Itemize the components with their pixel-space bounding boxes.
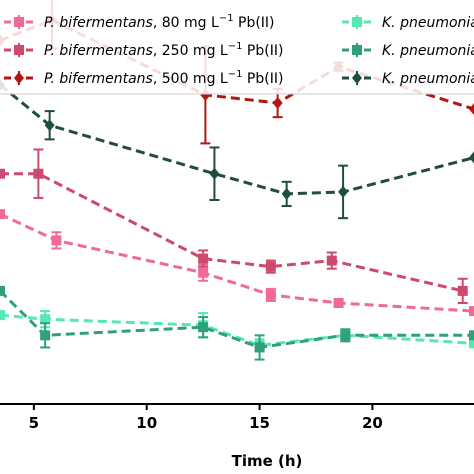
data-point xyxy=(340,330,351,341)
data-point xyxy=(198,253,209,264)
data-point xyxy=(254,342,265,353)
legend-label: K. pneumoniae xyxy=(382,15,474,31)
data-point xyxy=(469,151,474,164)
data-point xyxy=(338,185,349,198)
data-point xyxy=(0,285,5,296)
legend-label: P. bifermentans, 500 mg L−1 Pb(II) xyxy=(44,69,283,87)
x-tick-label: 5 xyxy=(29,414,39,432)
data-point xyxy=(281,187,292,200)
data-point xyxy=(40,314,51,325)
data-point xyxy=(209,167,220,180)
data-point xyxy=(198,322,209,333)
data-point xyxy=(0,310,5,321)
series-5 xyxy=(0,78,474,220)
legend-item-0: P. bifermentans, 80 mg L−1 Pb(II) xyxy=(4,13,275,31)
legend: P. bifermentans, 80 mg L−1 Pb(II) K. pneu… xyxy=(0,0,474,95)
data-point xyxy=(326,255,337,266)
series-1 xyxy=(0,148,468,304)
series-line xyxy=(0,172,464,293)
data-point xyxy=(198,267,209,278)
legend-marker xyxy=(352,72,362,84)
data-point xyxy=(0,209,5,220)
data-point xyxy=(469,103,474,116)
data-point xyxy=(272,97,283,110)
data-point xyxy=(457,285,468,296)
series-3 xyxy=(0,310,474,353)
legend-item-4: P. bifermentans, 500 mg L−1 Pb(II) xyxy=(4,69,283,87)
x-axis-title: Time (h) xyxy=(232,452,303,470)
data-point xyxy=(469,330,474,341)
data-point xyxy=(33,168,44,179)
legend-item-1: K. pneumoniae xyxy=(342,15,474,31)
legend-label: K. pneumoniae xyxy=(382,71,474,87)
data-point xyxy=(469,306,474,317)
axes: 5 10 15 20 Time (h) xyxy=(0,403,474,470)
x-tick-label: 20 xyxy=(362,414,383,432)
series-line xyxy=(0,83,474,196)
legend-item-2: P. bifermentans, 250 mg L−1 Pb(II) xyxy=(4,41,283,59)
data-point xyxy=(469,338,474,349)
legend-label: P. bifermentans, 250 mg L−1 Pb(II) xyxy=(44,41,283,59)
data-point xyxy=(0,168,5,179)
data-point xyxy=(333,298,344,308)
x-tick-label: 15 xyxy=(249,414,270,432)
legend-item-3: K. pneumoniae xyxy=(342,43,474,59)
data-point xyxy=(265,261,276,272)
data-point xyxy=(44,119,55,132)
data-point xyxy=(40,330,51,341)
series-4 xyxy=(0,285,474,361)
data-point xyxy=(265,289,276,300)
legend-marker xyxy=(352,45,362,55)
legend-item-5: K. pneumoniae xyxy=(342,71,474,87)
legend-marker xyxy=(14,17,24,27)
x-tick-label: 10 xyxy=(136,414,157,432)
legend-marker xyxy=(14,45,24,55)
data-point xyxy=(51,235,62,246)
legend-label: K. pneumoniae xyxy=(382,43,474,59)
legend-marker xyxy=(352,17,362,27)
legend-label: P. bifermentans, 80 mg L−1 Pb(II) xyxy=(44,13,275,31)
series-line xyxy=(0,313,474,347)
legend-marker xyxy=(14,72,24,84)
